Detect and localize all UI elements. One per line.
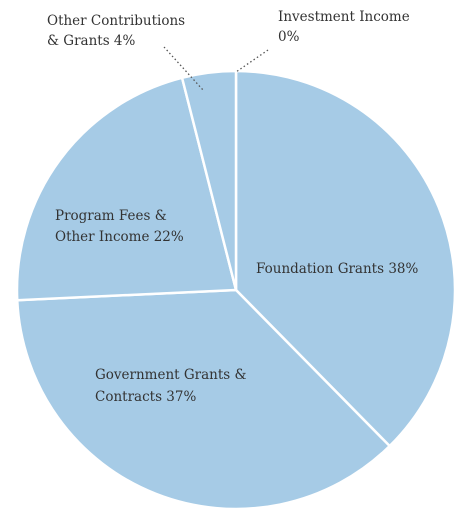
label-other-contributions: Other Contributions & Grants 4% <box>47 13 189 49</box>
pie-slice-program-fees-other-income <box>15 76 238 302</box>
label-foundation-grants: Foundation Grants 38% <box>256 261 418 277</box>
leader-line-investment-income <box>235 49 269 73</box>
leader-line-other-contributions <box>163 46 204 91</box>
label-investment-income: Investment Income 0% <box>278 9 414 45</box>
pie-slice-government-grants-contracts <box>15 288 392 510</box>
pie-slices <box>15 69 457 510</box>
leader-lines <box>163 46 269 91</box>
label-program-fees: Program Fees & Other Income 22% <box>55 208 184 245</box>
pie-slice-foundation-grants <box>234 69 457 448</box>
pie-slice-other-contributions-grants <box>180 69 238 291</box>
label-government-grants: Government Grants & Contracts 37% <box>95 367 251 405</box>
